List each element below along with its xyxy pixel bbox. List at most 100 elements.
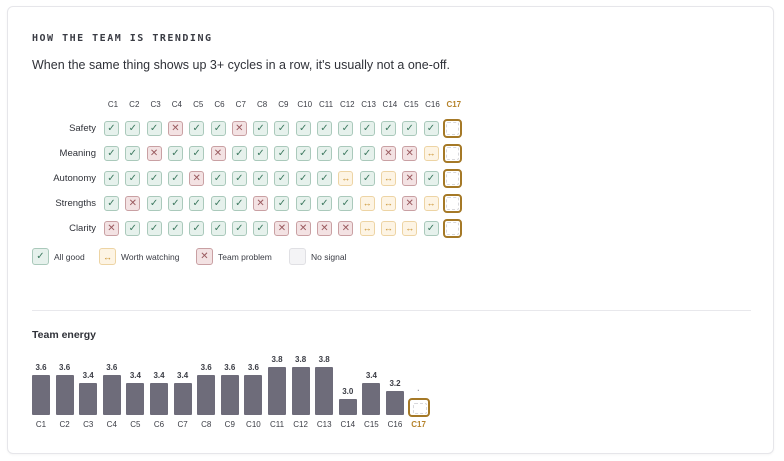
status-cell-autonomy-c7[interactable]: ✓	[231, 171, 247, 186]
status-cell-strengths-c3[interactable]: ✓	[146, 196, 162, 211]
status-cell-strengths-c2[interactable]: ✕	[125, 196, 141, 211]
energy-bar-c16[interactable]	[386, 391, 404, 415]
status-cell-autonomy-c2[interactable]: ✓	[125, 171, 141, 186]
energy-bar-c15[interactable]	[362, 383, 381, 415]
status-cell-autonomy-c1[interactable]: ✓	[104, 171, 119, 186]
status-cell-safety-c12[interactable]: ✓	[338, 121, 354, 136]
status-cell-autonomy-c10[interactable]: ✓	[295, 171, 311, 186]
status-cell-safety-c3[interactable]: ✓	[146, 121, 162, 136]
status-cell-clarity-c13[interactable]: ↔	[359, 221, 375, 236]
status-cell-safety-c11[interactable]: ✓	[317, 121, 332, 136]
status-cell-meaning-c12[interactable]: ✓	[338, 146, 354, 161]
status-cell-meaning-c10[interactable]: ✓	[295, 146, 311, 161]
energy-bar-c10[interactable]	[244, 375, 263, 415]
status-cell-meaning-c16[interactable]: ↔	[423, 146, 439, 161]
status-cell-meaning-c7[interactable]: ✓	[231, 146, 247, 161]
status-cell-clarity-c10[interactable]: ✕	[295, 221, 311, 236]
status-cell-clarity-c4[interactable]: ✓	[167, 221, 183, 236]
status-cell-clarity-c7[interactable]: ✓	[231, 221, 247, 236]
status-cell-safety-c8[interactable]: ✓	[253, 121, 269, 136]
status-cell-safety-c2[interactable]: ✓	[125, 121, 141, 136]
energy-bar-c6[interactable]	[150, 383, 168, 415]
status-cell-autonomy-c8[interactable]: ✓	[253, 171, 269, 186]
status-cell-safety-c9[interactable]: ✓	[274, 121, 290, 136]
status-cell-safety-c14[interactable]: ✓	[380, 121, 396, 136]
energy-bar-c1[interactable]	[32, 375, 50, 415]
status-cell-autonomy-c5[interactable]: ✕	[189, 171, 205, 186]
status-cell-clarity-c14[interactable]: ↔	[380, 221, 396, 236]
status-cell-meaning-c1[interactable]: ✓	[104, 146, 119, 161]
status-cell-safety-c5[interactable]: ✓	[189, 121, 205, 136]
status-cell-strengths-c7[interactable]: ✓	[231, 196, 247, 211]
energy-bar-c8[interactable]	[197, 375, 216, 415]
status-cell-strengths-c14[interactable]: ↔	[380, 196, 396, 211]
status-cell-autonomy-c11[interactable]: ✓	[317, 171, 332, 186]
status-cell-autonomy-c13[interactable]: ✓	[359, 171, 375, 186]
status-cell-clarity-c3[interactable]: ✓	[146, 221, 162, 236]
status-cell-clarity-c15[interactable]: ↔	[402, 221, 418, 236]
status-cell-autonomy-c6[interactable]: ✓	[210, 171, 226, 186]
status-cell-clarity-c16[interactable]: ✓	[423, 221, 439, 236]
energy-bar-c9[interactable]	[220, 375, 239, 415]
status-cell-strengths-c15[interactable]: ✕	[402, 196, 418, 211]
status-cell-meaning-c5[interactable]: ✓	[189, 146, 205, 161]
energy-bar-c5[interactable]	[126, 383, 145, 415]
status-cell-meaning-c3[interactable]: ✕	[146, 146, 162, 161]
status-cell-strengths-c6[interactable]: ✓	[210, 196, 226, 211]
status-cell-safety-c7[interactable]: ✕	[231, 121, 247, 136]
status-cell-strengths-c5[interactable]: ✓	[189, 196, 205, 211]
energy-bar-c11[interactable]	[268, 367, 286, 415]
status-cell-safety-c4[interactable]: ✕	[167, 121, 183, 136]
status-cell-autonomy-c12[interactable]: ↔	[338, 171, 354, 186]
status-cell-meaning-c2[interactable]: ✓	[125, 146, 141, 161]
status-cell-strengths-c8[interactable]: ✕	[253, 196, 269, 211]
status-cell-safety-c15[interactable]: ✓	[402, 121, 418, 136]
status-cell-safety-c10[interactable]: ✓	[295, 121, 311, 136]
status-cell-strengths-c9[interactable]: ✓	[274, 196, 290, 211]
status-cell-autonomy-c17[interactable]	[442, 169, 462, 188]
energy-bar-pending-c17[interactable]	[407, 398, 430, 417]
status-cell-meaning-c15[interactable]: ✕	[402, 146, 418, 161]
status-cell-clarity-c2[interactable]: ✓	[125, 221, 141, 236]
status-cell-strengths-c10[interactable]: ✓	[295, 196, 311, 211]
status-cell-clarity-c5[interactable]: ✓	[189, 221, 205, 236]
status-cell-safety-c6[interactable]: ✓	[210, 121, 226, 136]
status-cell-meaning-c9[interactable]: ✓	[274, 146, 290, 161]
status-cell-autonomy-c4[interactable]: ✓	[167, 171, 183, 186]
status-cell-meaning-c13[interactable]: ✓	[359, 146, 375, 161]
status-cell-autonomy-c9[interactable]: ✓	[274, 171, 290, 186]
status-cell-clarity-c9[interactable]: ✕	[274, 221, 290, 236]
energy-bar-c12[interactable]	[291, 367, 310, 415]
status-cell-clarity-c6[interactable]: ✓	[210, 221, 226, 236]
status-cell-meaning-c6[interactable]: ✕	[210, 146, 226, 161]
energy-bar-c13[interactable]	[315, 367, 334, 415]
status-cell-clarity-c17[interactable]	[442, 219, 462, 238]
status-cell-safety-c1[interactable]: ✓	[104, 121, 119, 136]
status-cell-clarity-c11[interactable]: ✕	[317, 221, 332, 236]
status-cell-strengths-c17[interactable]	[442, 194, 462, 213]
status-cell-strengths-c1[interactable]: ✓	[104, 196, 119, 211]
status-cell-autonomy-c14[interactable]: ↔	[380, 171, 396, 186]
status-cell-meaning-c17[interactable]	[442, 144, 462, 163]
status-cell-autonomy-c16[interactable]: ✓	[423, 171, 439, 186]
status-cell-clarity-c8[interactable]: ✓	[253, 221, 269, 236]
energy-bar-c3[interactable]	[79, 383, 98, 415]
status-cell-strengths-c11[interactable]: ✓	[317, 196, 332, 211]
energy-bar-c7[interactable]	[173, 383, 192, 415]
status-cell-strengths-c13[interactable]: ↔	[359, 196, 375, 211]
status-cell-clarity-c12[interactable]: ✕	[338, 221, 354, 236]
status-cell-autonomy-c3[interactable]: ✓	[146, 171, 162, 186]
status-cell-meaning-c11[interactable]: ✓	[317, 146, 332, 161]
status-cell-meaning-c4[interactable]: ✓	[167, 146, 183, 161]
status-cell-autonomy-c15[interactable]: ✕	[402, 171, 418, 186]
energy-bar-c4[interactable]	[102, 375, 121, 415]
status-cell-meaning-c8[interactable]: ✓	[253, 146, 269, 161]
status-cell-safety-c13[interactable]: ✓	[359, 121, 375, 136]
status-cell-meaning-c14[interactable]: ✕	[380, 146, 396, 161]
status-cell-clarity-c1[interactable]: ✕	[104, 221, 119, 236]
status-cell-strengths-c4[interactable]: ✓	[167, 196, 183, 211]
status-cell-safety-c17[interactable]	[442, 119, 462, 138]
energy-bar-c2[interactable]	[55, 375, 74, 415]
energy-bar-c14[interactable]	[338, 399, 357, 415]
status-cell-safety-c16[interactable]: ✓	[423, 121, 439, 136]
